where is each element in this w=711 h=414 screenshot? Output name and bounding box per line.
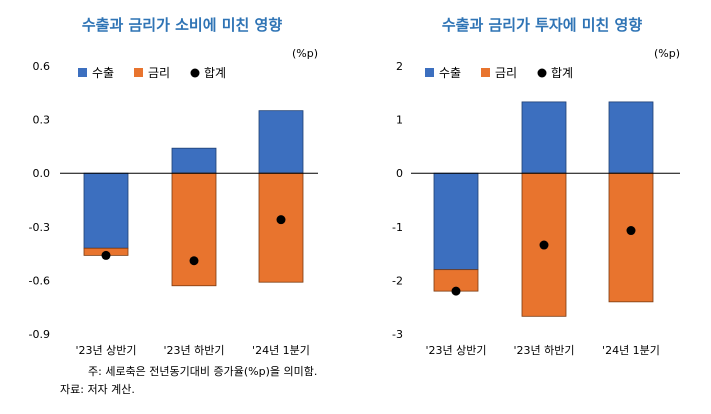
legend-label-rate: 금리 <box>495 66 517 80</box>
y-tick-label: -0.6 <box>29 274 50 287</box>
legend-label-export: 수출 <box>92 66 114 80</box>
bar-export <box>433 172 479 271</box>
y-tick-label: 0.6 <box>33 60 51 73</box>
legend-swatch-export <box>425 68 434 77</box>
total-dot <box>276 215 286 225</box>
bar-rate <box>608 172 654 303</box>
legend-swatch-rate <box>134 68 143 77</box>
y-tick-label: 0.3 <box>33 114 51 127</box>
unit-label: (%p) <box>654 47 680 60</box>
chart-consumption: 수출과 금리가 소비에 미친 영향 (%p) 0.6 0.3 0.0 -0.3 -0.6… <box>29 16 318 357</box>
x-category-label: '23년 상반기 <box>426 344 487 357</box>
y-tick-label: 0.0 <box>33 167 51 180</box>
bar-export <box>83 172 129 249</box>
bar-export <box>608 101 654 174</box>
y-tick-label: -2 <box>392 274 403 287</box>
legend-swatch-total <box>537 68 547 78</box>
legend-label-export: 수출 <box>439 66 461 80</box>
y-tick-label: 0 <box>396 167 403 180</box>
legend-swatch-total <box>190 68 200 78</box>
x-category-label: '23년 하반기 <box>514 343 575 357</box>
legend-swatch-export <box>78 68 87 77</box>
bar-rate <box>258 172 304 283</box>
total-dot <box>451 286 461 296</box>
total-dot <box>189 256 199 266</box>
x-category-label: '23년 상반기 <box>76 344 137 357</box>
bar-export <box>258 110 304 174</box>
total-dot <box>101 250 111 260</box>
unit-label: (%p) <box>292 47 318 60</box>
y-tick-label: 1 <box>396 114 403 127</box>
x-category-label: '23년 하반기 <box>164 343 225 357</box>
legend-label-rate: 금리 <box>148 66 170 80</box>
chart-title: 수출과 금리가 소비에 미친 영향 <box>82 16 282 34</box>
legend-swatch-rate <box>481 68 490 77</box>
y-tick-label: -1 <box>392 221 403 234</box>
bar-export <box>521 101 567 174</box>
y-tick-label: 2 <box>396 60 403 73</box>
bar-rate <box>171 172 217 287</box>
legend-label-total: 합계 <box>204 66 226 80</box>
chart-investment: 수출과 금리가 투자에 미친 영향 (%p) 2 1 0 -1 -2 -3 '23년 상반기… <box>392 16 680 357</box>
legend-label-total: 합계 <box>551 66 573 80</box>
x-category-label: '24년 1분기 <box>602 344 660 357</box>
x-category-label: '24년 1분기 <box>252 344 310 357</box>
source-note: 자료: 저자 계산. <box>60 383 135 396</box>
bar-export <box>171 147 217 174</box>
y-tick-label: -0.9 <box>29 328 50 341</box>
total-dot <box>626 226 636 236</box>
y-tick-label: -3 <box>392 328 403 341</box>
chart-title: 수출과 금리가 투자에 미친 영향 <box>442 16 642 34</box>
y-tick-label: -0.3 <box>29 221 50 234</box>
total-dot <box>539 240 549 250</box>
footnote: 주: 세로축은 전년동기대비 증가율(%p)을 의미함. <box>88 365 317 378</box>
